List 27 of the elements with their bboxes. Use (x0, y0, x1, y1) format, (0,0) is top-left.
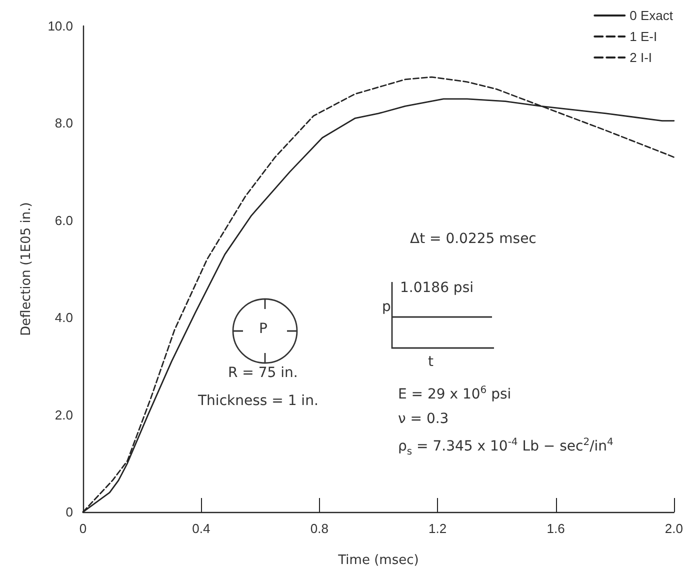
x-tick-label: 1.2 (428, 521, 447, 536)
annotation: 1.0186 psi (400, 280, 474, 296)
y-tick-label: 10.0 (48, 18, 73, 34)
annotation: p (382, 299, 391, 315)
legend-label: 1 E-I (630, 29, 658, 44)
annotation: ρ$_{s}$ = 7.345 x 10$^{-4}$ Lb − sec$^{2}$/in$^{4}$ (398, 437, 614, 458)
y-tick-label: 0 (66, 504, 73, 520)
annotation: R = 75 in. (228, 365, 298, 381)
legend-label: 0 Exact (630, 8, 674, 23)
annotation: E = 29 x 10$^{6}$ psi (398, 385, 512, 403)
y-tick-label: 2.0 (54, 407, 73, 422)
x-tick-label: 0.4 (192, 521, 210, 536)
y-tick-label: 8.0 (54, 116, 73, 131)
annotation: P (259, 321, 268, 337)
annotation: ν = 0.3 (398, 411, 449, 427)
annotation: Δt = 0.0225 msec (410, 231, 536, 247)
annotation: t (428, 354, 434, 370)
annotation: Thickness = 1 in. (198, 393, 318, 409)
y-tick-label: 6.0 (54, 212, 73, 228)
x-tick-label: 0.8 (310, 521, 328, 536)
x-tick-label: 2.0 (664, 521, 684, 536)
x-axis-title: Time (msec) (337, 553, 419, 568)
y-axis-title: Deflection (1E05 in.) (19, 202, 34, 336)
x-tick-label: 1.6 (546, 521, 565, 536)
x-tick-label: 0 (79, 521, 87, 536)
y-tick-label: 4.0 (54, 310, 73, 326)
legend-label: 2 I-I (630, 50, 652, 65)
